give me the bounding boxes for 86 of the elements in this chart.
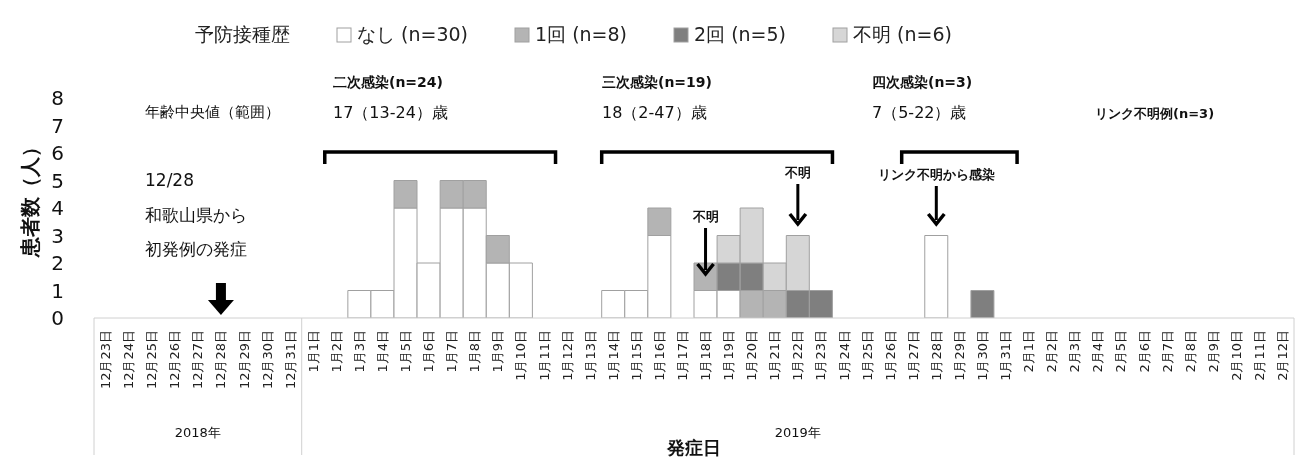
y-tick-label: 5 [51,168,64,193]
y-tick-label: 6 [51,141,64,166]
x-tick-label: 1月23日 [813,330,829,381]
x-tick-label: 1月30日 [974,330,990,381]
x-tick-label: 1月25日 [859,330,875,381]
annotation: 18（2-47）歳 [602,103,707,124]
y-tick-label: 2 [51,251,64,276]
y-axis-title: 患者数（人） [16,135,43,260]
legend-label: 2回 (n=5) [694,22,787,47]
y-tick-label: 3 [51,223,64,248]
annotation: 不明 [691,208,720,226]
x-tick-label: 1月16日 [651,330,667,381]
x-tick-label: 12月23日 [98,330,114,390]
x-tick-label: 1月24日 [836,330,852,381]
y-tick-label: 8 [51,86,64,111]
x-tick-label: 1月13日 [582,330,598,381]
x-tick-label: 1月19日 [721,330,737,381]
text: 四次感染(n=3) [872,74,973,92]
annotation: 和歌山県から [145,204,247,227]
y-tick-label: 1 [51,278,64,303]
x-tick-label: 1月28日 [928,330,944,381]
x-tick-label: 12月26日 [167,330,183,390]
x-tick-label: 1月6日 [421,330,437,373]
y-tick-label: 7 [51,113,64,138]
legend-label: 不明 (n=6) [853,22,952,47]
x-tick-label: 1月1日 [305,330,321,373]
x-tick-label: 1月20日 [744,330,760,381]
annotation: 7（5-22）歳 [872,103,967,124]
x-tick-label: 12月31日 [282,330,298,390]
bar [924,235,949,318]
legend-title: 予防接種歴 [195,22,290,47]
x-tick-label: 2月12日 [1274,330,1290,381]
x-tick-label: 2月3日 [1067,330,1083,373]
x-tick-label: 12月25日 [144,330,160,390]
x-tick-label: 1月11日 [536,330,552,381]
y-tick-label: 0 [51,306,64,331]
x-tick-label: 1月17日 [674,330,690,381]
x-tick-label: 1月10日 [513,330,529,381]
x-tick-label: 1月3日 [351,330,367,373]
x-tick-label: 1月31日 [998,330,1014,381]
y-tick-label: 4 [51,196,64,221]
x-tick-label: 1月4日 [374,330,390,373]
legend-label: 1回 (n=8) [535,22,628,47]
x-tick-label: 2月4日 [1090,330,1106,373]
text: 二次感染(n=24) [333,74,443,92]
annotation: 年齢中央値（範囲） [145,103,280,122]
x-tick-label: 12月28日 [213,330,229,390]
x-tick-label: 2月2日 [1044,330,1060,373]
x-tick-label: 2月8日 [1182,330,1198,373]
annotation: 初発例の発症 [145,238,247,261]
x-tick-label: 1月18日 [698,330,714,381]
x-tick-label: 2月5日 [1113,330,1129,373]
legend-label: なし (n=30) [357,22,469,47]
x-tick-label: 2月7日 [1159,330,1175,373]
x-tick-label: 1月2日 [328,330,344,373]
x-tick-label: 1月12日 [559,330,575,381]
annotation: 17（13-24）歳 [333,103,448,124]
x-tick-label: 12月27日 [190,330,206,390]
x-tick-label: 1月14日 [605,330,621,381]
annotation: リンク不明例(n=3) [1095,105,1215,123]
x-tick-label: 2月9日 [1205,330,1221,373]
x-tick-label: 1月5日 [398,330,414,373]
x-tick-label: 1月27日 [905,330,921,381]
x-tick-label: 12月24日 [121,330,137,390]
x-tick-label: 1月22日 [790,330,806,381]
annotation: 12/28 [145,170,194,190]
text: 2018年 [173,424,222,442]
x-tick-label: 1月29日 [951,330,967,381]
x-tick-label: 1月9日 [490,330,506,373]
x-tick-label: 2月11日 [1251,330,1267,381]
x-tick-label: 12月29日 [236,330,252,390]
x-tick-label: 2月6日 [1136,330,1152,373]
bar [970,290,995,318]
annotation: リンク不明から感染 [876,166,996,184]
x-tick-label: 1月15日 [628,330,644,381]
x-tick-label: 1月8日 [467,330,483,373]
x-tick-label: 1月21日 [767,330,783,381]
x-axis-title: 発症日 [667,437,721,458]
text: 2019年 [773,424,822,442]
x-tick-label: 2月1日 [1021,330,1037,373]
x-tick-label: 1月7日 [444,330,460,373]
x-tick-label: 2月10日 [1228,330,1244,381]
x-tick-label: 12月30日 [259,330,275,390]
x-tick-label: 1月26日 [882,330,898,381]
annotation: 不明 [783,164,812,182]
text: 三次感染(n=19) [602,74,712,92]
